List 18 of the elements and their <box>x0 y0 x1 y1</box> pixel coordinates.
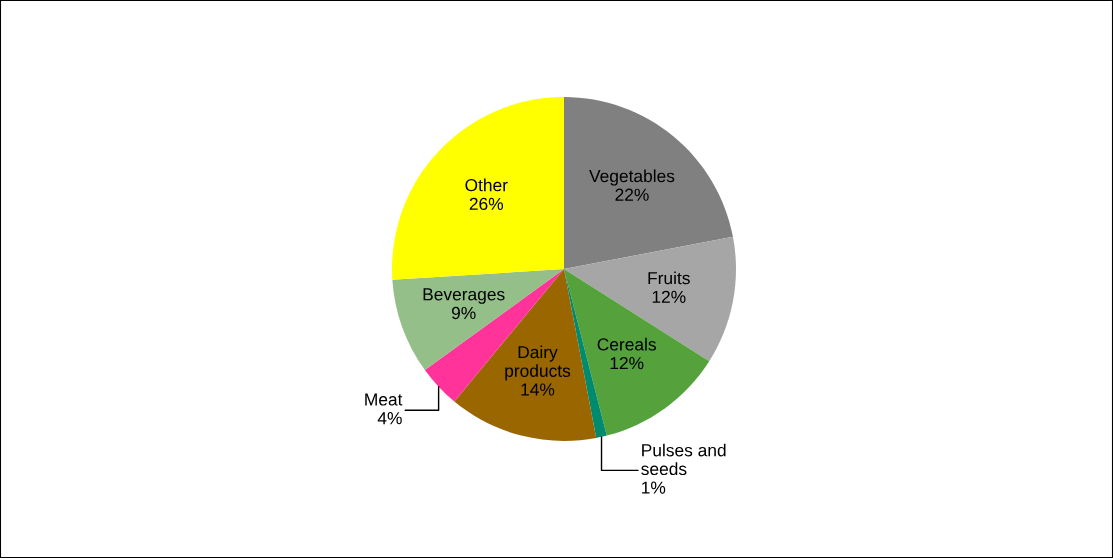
pie-slice <box>392 97 564 280</box>
slice-label: Fruits <box>648 271 690 285</box>
slice-label: Vegetables <box>589 169 675 186</box>
slice-label: Cereals <box>597 337 656 351</box>
data-label: 14% <box>521 383 555 396</box>
data-label: 22% <box>615 188 649 201</box>
slice-label: Beverages <box>423 288 505 304</box>
data-label: 26% <box>469 197 504 211</box>
slice-label: Pulses and seeds <box>641 443 726 476</box>
data-label: 9% <box>451 306 476 320</box>
data-label: 12% <box>610 356 644 370</box>
data-label: 12% <box>652 290 686 303</box>
data-label: 4% <box>377 412 402 425</box>
slice-label: Dairy products <box>505 345 571 381</box>
slice-label: Meat <box>365 393 403 406</box>
pie-slice <box>564 97 733 269</box>
data-label: 1% <box>642 481 666 494</box>
slice-label: Other <box>465 178 508 192</box>
